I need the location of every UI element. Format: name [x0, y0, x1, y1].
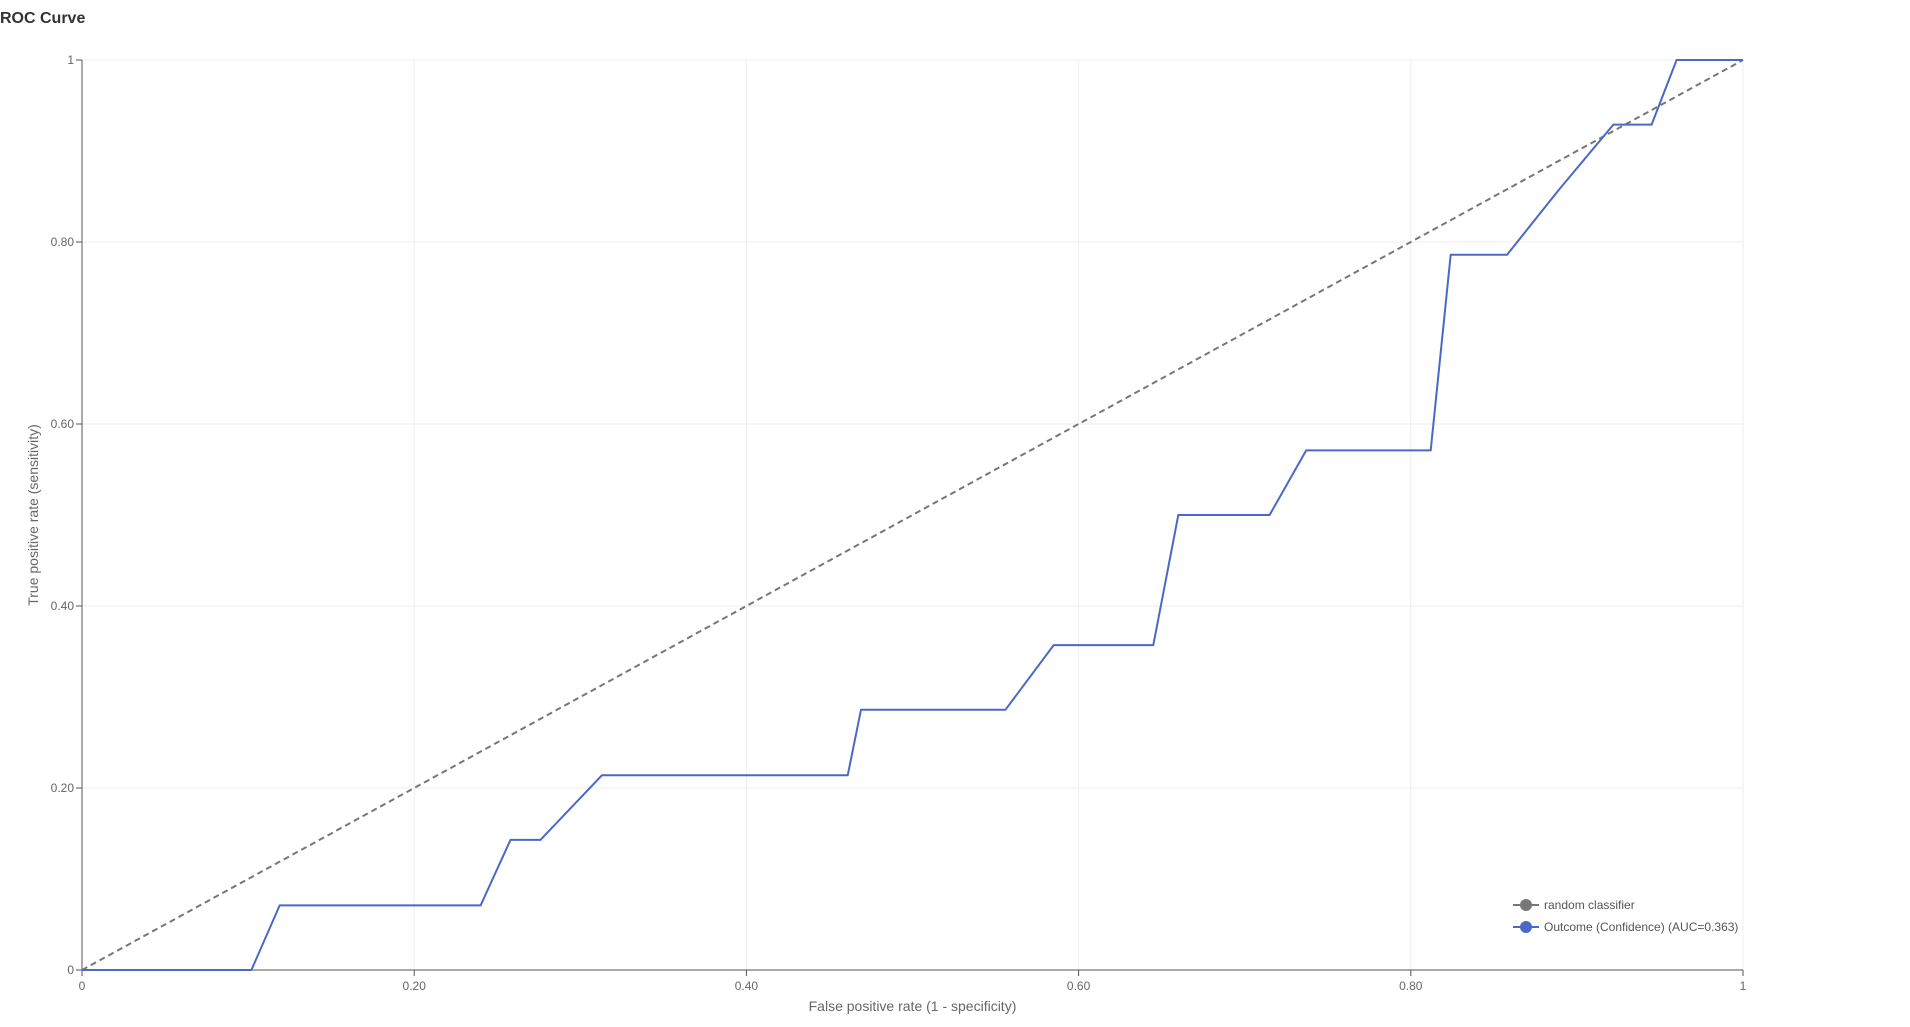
legend-label: Outcome (Confidence) (AUC=0.363) — [1544, 920, 1738, 934]
legend-marker — [1520, 899, 1532, 911]
roc-curve-line[interactable] — [82, 59, 1743, 971]
x-tick-label: 1 — [1740, 979, 1747, 993]
y-tick-label: 1 — [67, 53, 74, 67]
legend-label: random classifier — [1544, 898, 1635, 912]
y-tick-label: 0.60 — [51, 417, 75, 431]
x-tick-label: 0 — [79, 979, 86, 993]
y-tick-label: 0 — [67, 963, 74, 977]
y-tick-label: 0.20 — [51, 781, 75, 795]
axes — [81, 60, 1743, 971]
legend-marker — [1520, 921, 1532, 933]
y-axis-title: True positive rate (sensitivity) — [25, 424, 41, 606]
legend[interactable]: random classifier Outcome (Confidence) (A… — [1513, 898, 1738, 934]
x-axis-title: False positive rate (1 - specificity) — [809, 998, 1017, 1014]
x-tick-label: 0.20 — [403, 979, 427, 993]
chart-title: ROC Curve — [0, 10, 86, 27]
y-tick-label: 0.80 — [51, 235, 75, 249]
tick-labels: 0 0.20 0.40 0.60 0.80 1 0 0.20 0.40 0.60 0.80 1 — [51, 53, 1747, 993]
x-tick-label: 0.60 — [1067, 979, 1091, 993]
legend-item[interactable]: Outcome (Confidence) (AUC=0.363) — [1513, 920, 1738, 934]
x-tick-label: 0.40 — [735, 979, 759, 993]
series — [81, 59, 1744, 971]
legend-item[interactable]: random classifier — [1513, 898, 1635, 912]
grid — [82, 59, 1744, 970]
random-classifier-line[interactable] — [81, 59, 1744, 971]
x-tick-label: 0.80 — [1399, 979, 1423, 993]
y-tick-label: 0.40 — [51, 599, 75, 613]
